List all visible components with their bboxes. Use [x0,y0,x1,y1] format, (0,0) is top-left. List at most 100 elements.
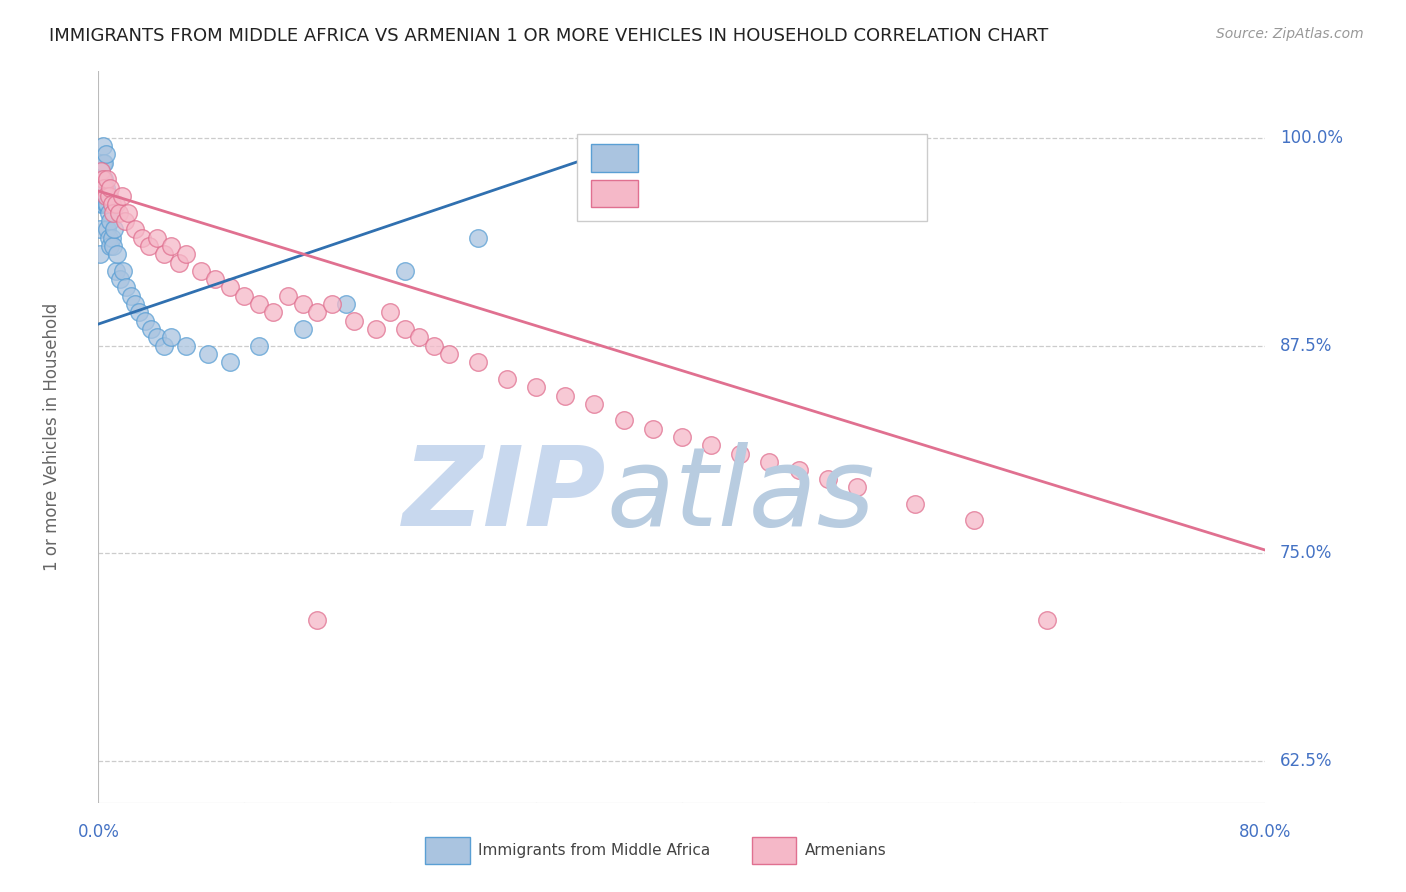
Point [146,330,169,344]
Point [554,388,576,402]
Point [104,264,127,278]
Point [91,139,114,153]
Point [89,222,111,236]
Text: ZIP: ZIP [402,442,606,549]
Text: Armenians: Armenians [804,843,886,858]
Point [111,189,134,203]
Point [160,330,183,344]
Point [174,247,197,261]
Point [134,314,156,328]
Point [730,447,752,461]
Point [496,372,519,386]
FancyBboxPatch shape [576,134,927,221]
Point [408,330,430,344]
Text: 87.5%: 87.5% [1279,336,1333,355]
Text: R =   0.601   N = 46: R = 0.601 N = 46 [651,149,862,167]
Point [90,180,112,194]
Point [671,430,693,444]
Point [117,205,139,219]
Point [583,397,606,411]
Text: 62.5%: 62.5% [1279,752,1333,770]
Bar [752,838,796,863]
Point [120,289,142,303]
Point [364,322,387,336]
Point [153,339,176,353]
Point [139,322,162,336]
Point [124,222,146,236]
Point [98,180,121,194]
Point [124,297,146,311]
Text: 100.0%: 100.0% [1279,128,1343,147]
Point [612,413,634,427]
Text: R = -0.469   N = 56: R = -0.469 N = 56 [651,185,851,202]
Point [96,197,118,211]
Point [131,230,153,244]
Point [90,164,112,178]
Point [335,297,357,311]
Point [93,156,115,170]
Point [846,480,869,494]
Point [128,305,150,319]
Point [190,264,212,278]
Point [94,189,117,203]
Point [437,347,460,361]
Text: Source: ZipAtlas.com: Source: ZipAtlas.com [1216,27,1364,41]
Text: 80.0%: 80.0% [1239,822,1292,841]
Point [307,305,329,319]
Point [291,297,314,311]
Point [1035,854,1057,868]
Point [262,305,284,319]
Point [93,172,115,186]
Point [160,239,183,253]
Point [380,305,402,319]
Point [94,180,117,194]
Point [94,147,117,161]
Point [112,264,135,278]
Point [423,339,446,353]
Point [394,264,416,278]
Point [218,280,240,294]
Point [114,214,136,228]
Point [174,339,197,353]
Point [277,289,299,303]
Point [583,180,606,194]
Point [91,172,114,186]
Point [96,172,118,186]
Point [758,455,780,469]
Point [115,280,138,294]
Point [343,314,366,328]
Point [90,197,112,211]
Point [97,230,120,244]
Point [94,197,117,211]
Point [247,339,270,353]
Point [138,239,160,253]
Point [524,380,547,394]
Bar [591,179,637,208]
Point [700,438,723,452]
Point [247,297,270,311]
Text: IMMIGRANTS FROM MIDDLE AFRICA VS ARMENIAN 1 OR MORE VEHICLES IN HOUSEHOLD CORREL: IMMIGRANTS FROM MIDDLE AFRICA VS ARMENIA… [49,27,1049,45]
Point [91,172,114,186]
Point [218,355,240,369]
Point [962,513,984,527]
Point [108,205,131,219]
Point [104,197,127,211]
Point [100,230,122,244]
Point [291,322,314,336]
Point [97,189,120,203]
Point [153,247,176,261]
Point [146,230,169,244]
Point [91,156,114,170]
Point [100,197,122,211]
Point [167,255,190,269]
Point [110,272,132,286]
Bar [591,144,637,171]
Point [96,222,118,236]
Point [1035,613,1057,627]
Point [321,297,343,311]
Point [197,347,219,361]
Point [204,272,226,286]
Point [101,239,124,253]
Point [90,164,112,178]
Point [817,472,839,486]
